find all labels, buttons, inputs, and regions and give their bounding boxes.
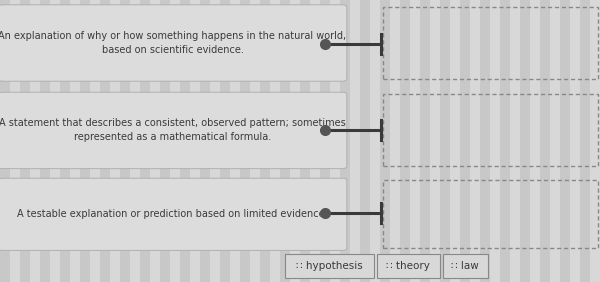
Bar: [540, 0, 550, 282]
Text: ∷ law: ∷ law: [451, 261, 479, 271]
Bar: [570, 0, 580, 282]
Bar: [110, 0, 120, 282]
Bar: [180, 0, 190, 282]
Bar: [560, 0, 570, 282]
Bar: [410, 0, 420, 282]
Bar: [280, 0, 290, 282]
FancyBboxPatch shape: [0, 5, 347, 81]
Bar: [530, 0, 540, 282]
Bar: [500, 0, 510, 282]
Bar: [590, 0, 600, 282]
FancyBboxPatch shape: [0, 92, 347, 169]
Bar: [10, 0, 20, 282]
Bar: [520, 0, 530, 282]
Bar: [510, 0, 520, 282]
Bar: [0, 0, 10, 282]
Bar: [100, 0, 110, 282]
Bar: [383, 7, 598, 79]
Bar: [60, 0, 70, 282]
Bar: [310, 0, 320, 282]
Bar: [160, 0, 170, 282]
Bar: [490, 0, 500, 282]
Bar: [340, 0, 350, 282]
Bar: [383, 180, 598, 248]
Bar: [80, 0, 90, 282]
Bar: [380, 0, 390, 282]
Bar: [383, 94, 598, 166]
Bar: [443, 254, 488, 278]
Bar: [400, 0, 410, 282]
Bar: [290, 0, 300, 282]
Bar: [30, 0, 40, 282]
Bar: [130, 0, 140, 282]
Bar: [140, 0, 150, 282]
Bar: [430, 0, 440, 282]
Bar: [420, 0, 430, 282]
Bar: [210, 0, 220, 282]
Bar: [90, 0, 100, 282]
Bar: [450, 0, 460, 282]
Bar: [390, 0, 400, 282]
Text: A testable explanation or prediction based on limited evidence.: A testable explanation or prediction bas…: [17, 209, 328, 219]
Bar: [285, 254, 374, 278]
Bar: [260, 0, 270, 282]
Bar: [440, 0, 450, 282]
Bar: [40, 0, 50, 282]
Bar: [250, 0, 260, 282]
Bar: [220, 0, 230, 282]
Bar: [550, 0, 560, 282]
Bar: [300, 0, 310, 282]
Bar: [70, 0, 80, 282]
Bar: [190, 0, 200, 282]
Bar: [330, 0, 340, 282]
Text: An explanation of why or how something happens in the natural world,
based on sc: An explanation of why or how something h…: [0, 31, 347, 55]
Bar: [460, 0, 470, 282]
Bar: [120, 0, 130, 282]
Bar: [320, 0, 330, 282]
Bar: [470, 0, 480, 282]
Bar: [270, 0, 280, 282]
Bar: [240, 0, 250, 282]
Text: A statement that describes a consistent, observed pattern; sometimes
represented: A statement that describes a consistent,…: [0, 118, 346, 142]
Bar: [360, 0, 370, 282]
Text: ∷ hypothesis: ∷ hypothesis: [296, 261, 363, 271]
Bar: [200, 0, 210, 282]
Bar: [377, 254, 440, 278]
Bar: [580, 0, 590, 282]
Bar: [20, 0, 30, 282]
Bar: [370, 0, 380, 282]
Bar: [350, 0, 360, 282]
Bar: [50, 0, 60, 282]
FancyBboxPatch shape: [0, 178, 347, 250]
Bar: [230, 0, 240, 282]
Bar: [480, 0, 490, 282]
Text: ∷ theory: ∷ theory: [386, 261, 430, 271]
Bar: [170, 0, 180, 282]
Bar: [150, 0, 160, 282]
